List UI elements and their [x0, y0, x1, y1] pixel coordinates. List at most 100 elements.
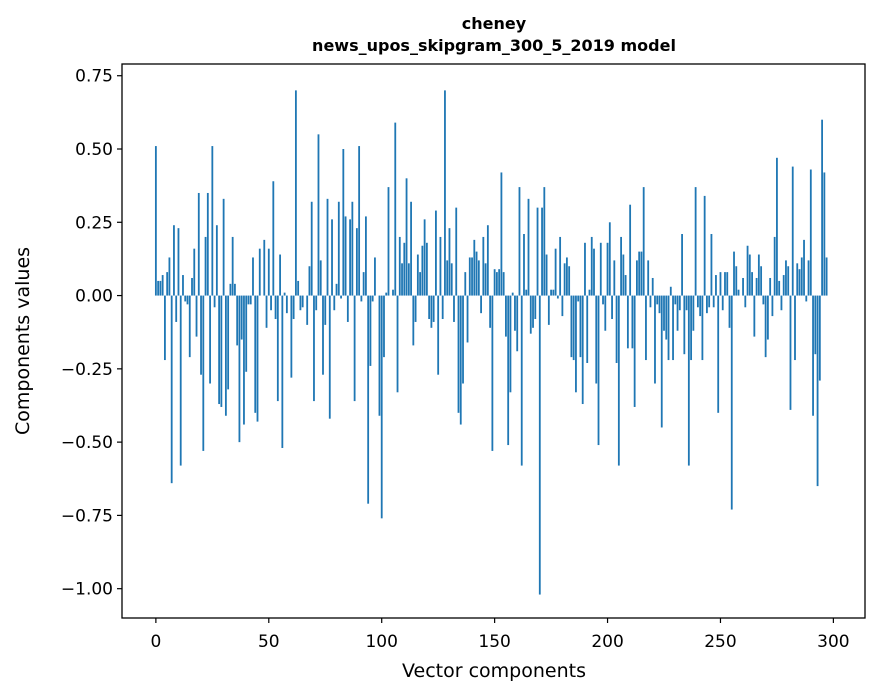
bar — [717, 295, 720, 413]
bar — [565, 257, 568, 296]
bar — [665, 295, 668, 340]
bar — [669, 286, 672, 296]
bar — [667, 295, 670, 361]
bar — [335, 283, 338, 296]
bar — [222, 198, 225, 296]
bar — [308, 266, 311, 296]
bar — [708, 295, 711, 308]
bar — [690, 295, 693, 361]
bar — [412, 295, 415, 346]
bar — [215, 225, 218, 296]
bar — [559, 236, 562, 296]
bar — [154, 146, 157, 296]
bar — [159, 280, 162, 296]
bar — [435, 210, 437, 296]
bar — [425, 242, 428, 296]
x-tick-label: 150 — [478, 632, 510, 652]
bar — [468, 257, 471, 296]
bar — [403, 242, 406, 296]
bar — [570, 295, 573, 358]
bar — [751, 272, 753, 296]
bar — [642, 187, 645, 296]
bar — [161, 275, 164, 296]
bar — [514, 295, 516, 331]
bar — [473, 239, 476, 296]
bar — [796, 263, 799, 296]
bar — [301, 295, 304, 308]
bar — [211, 146, 214, 296]
y-tick-label: 0.25 — [75, 213, 113, 233]
bar — [773, 236, 776, 296]
bar — [629, 204, 632, 296]
bar — [645, 295, 647, 361]
bar — [699, 295, 702, 317]
bar — [466, 295, 469, 343]
bar — [744, 295, 747, 308]
y-tick-label: −0.75 — [61, 506, 113, 526]
x-tick-label: 50 — [258, 632, 280, 652]
bar — [285, 295, 288, 314]
bars-group — [154, 90, 828, 595]
bar — [455, 207, 458, 296]
bar — [746, 245, 749, 296]
bar — [676, 295, 679, 331]
bar — [464, 272, 467, 296]
bar — [186, 295, 189, 305]
bar — [491, 295, 494, 451]
bar — [710, 234, 713, 296]
bar — [227, 295, 230, 390]
bar — [410, 201, 412, 296]
bar — [240, 295, 243, 340]
bar — [213, 295, 216, 308]
y-tick-label: −0.25 — [61, 360, 113, 380]
bar — [818, 295, 821, 381]
bar — [728, 295, 731, 328]
bar — [401, 263, 403, 296]
bar — [726, 272, 729, 296]
y-tick-label: −1.00 — [61, 580, 113, 600]
bar — [764, 295, 767, 358]
bar — [358, 146, 361, 296]
bar — [396, 295, 399, 393]
bar — [518, 187, 521, 296]
bar — [446, 260, 449, 296]
bar — [306, 295, 309, 325]
bar — [457, 295, 460, 413]
bar — [685, 295, 688, 311]
bar — [319, 260, 322, 296]
bar — [419, 272, 422, 296]
bar — [344, 216, 347, 296]
bar — [371, 295, 374, 302]
bar — [340, 295, 342, 299]
bar — [656, 295, 659, 305]
bar — [825, 257, 828, 296]
bar — [346, 295, 349, 322]
x-tick-label: 100 — [365, 632, 397, 652]
bar — [803, 239, 805, 296]
bar — [450, 263, 453, 296]
bar — [231, 236, 234, 296]
bar — [762, 295, 765, 305]
bar — [342, 149, 345, 296]
bar — [683, 295, 686, 355]
bar — [692, 295, 695, 331]
bar — [367, 295, 370, 504]
bar — [776, 157, 778, 296]
bar — [606, 242, 609, 296]
bar — [482, 236, 485, 296]
bar — [281, 295, 284, 448]
bar — [719, 272, 722, 296]
bar — [274, 295, 277, 320]
bar — [638, 251, 641, 296]
bar — [258, 248, 261, 296]
bar — [428, 295, 431, 320]
bar — [532, 295, 534, 328]
chart-subtitle: news_upos_skipgram_300_5_2019 model — [312, 36, 676, 55]
x-tick-label: 250 — [704, 632, 736, 652]
bar — [624, 275, 627, 296]
bar — [444, 90, 446, 296]
bar — [735, 266, 738, 296]
bar — [498, 269, 501, 296]
bar — [414, 295, 417, 322]
bar — [245, 295, 248, 372]
